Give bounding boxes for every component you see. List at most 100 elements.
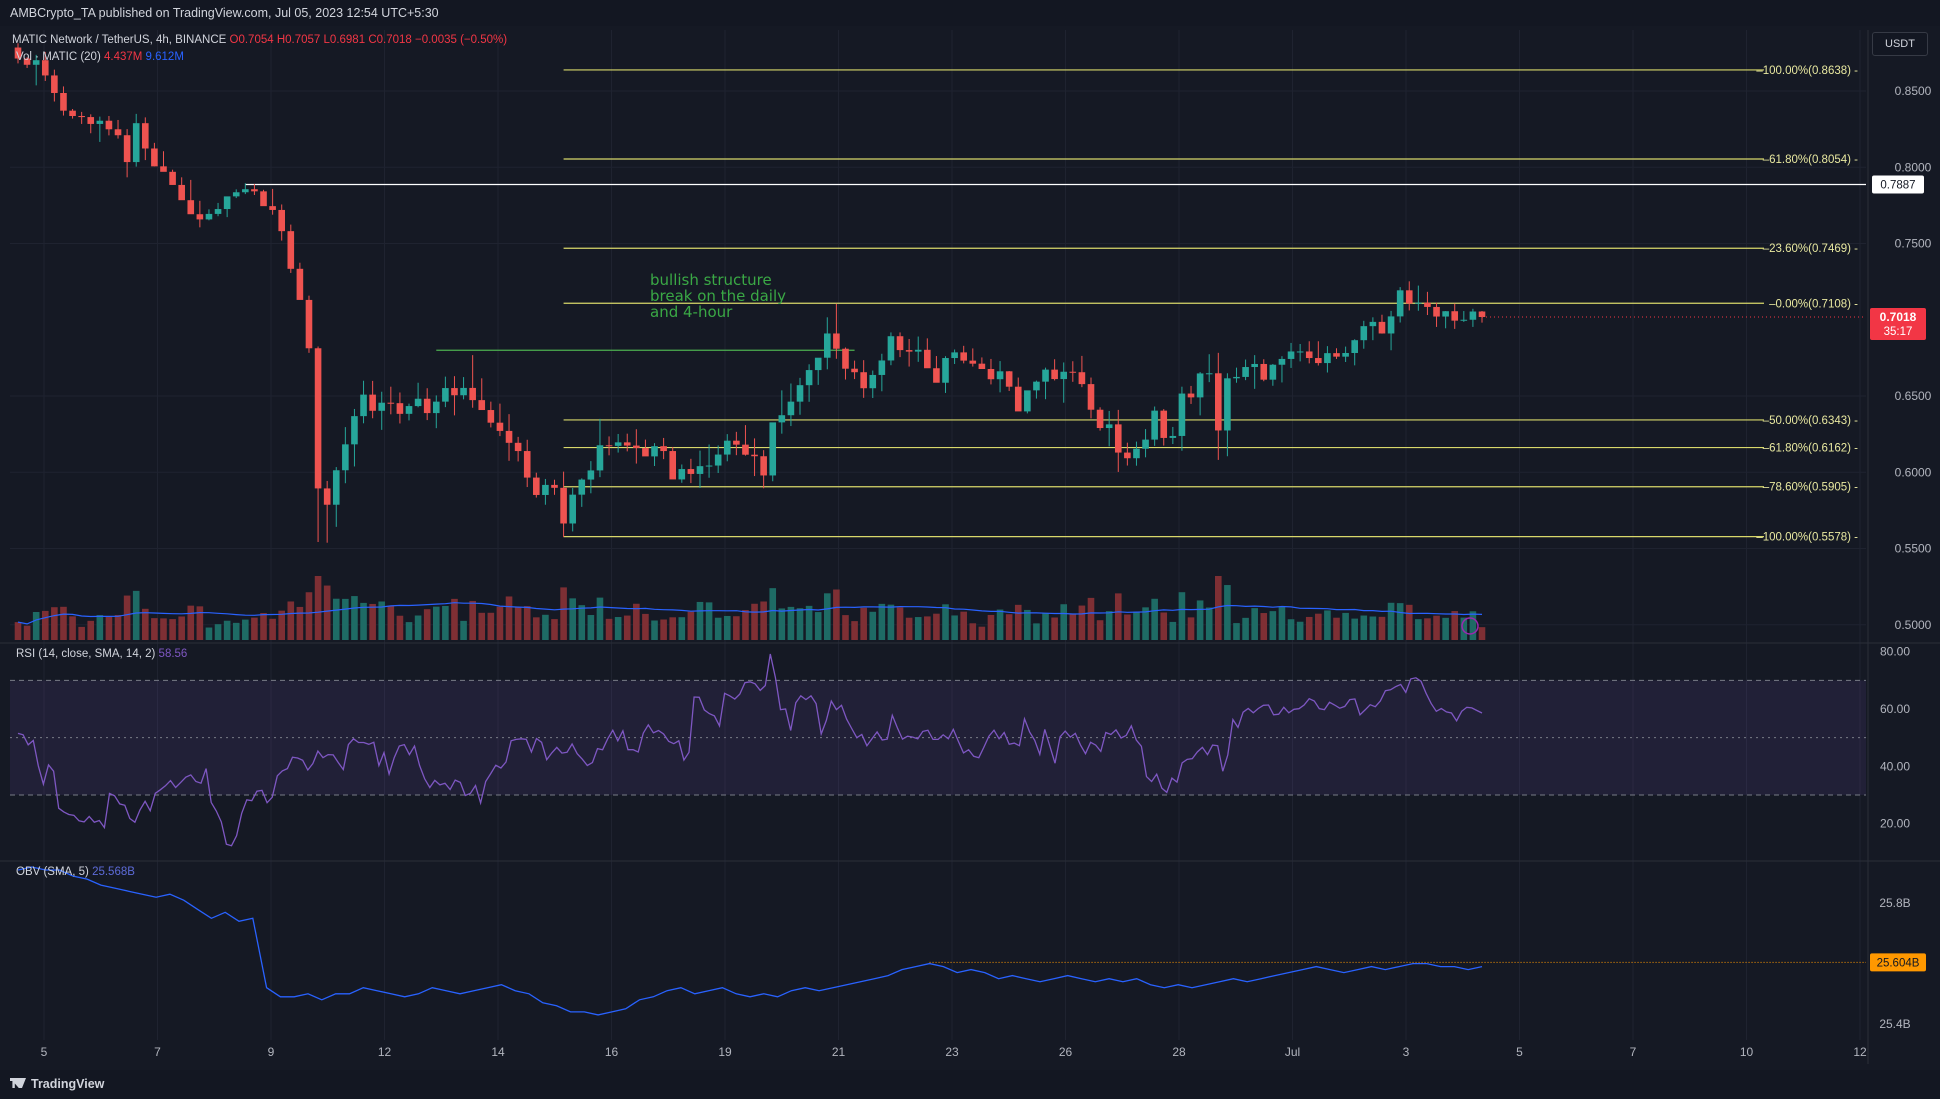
time-axis-label: 12 bbox=[378, 1045, 392, 1059]
time-axis-label: 26 bbox=[1059, 1045, 1073, 1059]
volume-bar bbox=[1360, 615, 1368, 640]
candle-body bbox=[1096, 409, 1104, 429]
candle-body bbox=[496, 422, 504, 431]
volume-bar bbox=[369, 603, 376, 640]
volume-bar bbox=[1005, 614, 1013, 640]
time-axis-label: 7 bbox=[154, 1045, 161, 1059]
candle-body bbox=[1378, 321, 1386, 334]
candle-body bbox=[105, 120, 113, 130]
volume-bar bbox=[987, 614, 995, 640]
tradingview-logo[interactable]: TradingView bbox=[10, 1077, 104, 1091]
volume-bar bbox=[823, 593, 831, 640]
volume-bar bbox=[1269, 611, 1277, 640]
candle-body bbox=[1114, 424, 1122, 453]
volume-bar bbox=[178, 616, 185, 640]
candle-body bbox=[996, 371, 1004, 380]
symbol-legend: MATIC Network / TetherUS, 4h, BINANCE O0… bbox=[12, 34, 507, 46]
candle-body bbox=[805, 370, 813, 386]
volume-bar bbox=[405, 622, 413, 640]
candle-body bbox=[1196, 373, 1204, 398]
volume-bar bbox=[1342, 612, 1349, 640]
candle-body bbox=[132, 123, 140, 163]
volume-bar bbox=[287, 601, 295, 640]
fib-level-label: –61.80%(0.8054) - bbox=[1763, 154, 1858, 166]
time-axis-label: 23 bbox=[945, 1045, 959, 1059]
candle-body bbox=[1324, 353, 1331, 364]
ohlc-close: C0.7018 bbox=[368, 34, 412, 46]
volume-bar bbox=[960, 611, 967, 640]
volume-bar bbox=[1051, 617, 1058, 640]
rsi-axis-label: 20.00 bbox=[1880, 817, 1910, 831]
volume-bar bbox=[860, 607, 867, 640]
volume-bar bbox=[323, 585, 331, 640]
volume-bar bbox=[1369, 616, 1377, 640]
obv-label[interactable]: OBV (SMA, 5) bbox=[16, 866, 89, 878]
volume-bar bbox=[1405, 604, 1413, 640]
volume-bar bbox=[496, 606, 504, 640]
volume-bar bbox=[942, 604, 949, 640]
obv-axis-label: 25.4B bbox=[1879, 1017, 1910, 1031]
candle-body bbox=[723, 440, 731, 455]
time-axis-label: 16 bbox=[605, 1045, 619, 1059]
candle-body bbox=[151, 148, 158, 167]
candle-body bbox=[423, 398, 431, 414]
candle-body bbox=[942, 358, 949, 383]
candle-body bbox=[378, 402, 386, 411]
annotation-line-2: break on the daily bbox=[650, 287, 786, 305]
candle-body bbox=[460, 387, 467, 396]
candle-body bbox=[1160, 410, 1168, 438]
fib-level-label: –61.80%(0.6162) - bbox=[1763, 443, 1858, 455]
candle-body bbox=[823, 333, 831, 358]
price-tag-countdown: 35:17 bbox=[1884, 326, 1913, 338]
candle-body bbox=[14, 47, 22, 59]
candle-body bbox=[987, 369, 995, 380]
replay-icon bbox=[1461, 617, 1479, 635]
time-axis-label: 7 bbox=[1630, 1045, 1637, 1059]
candle-body bbox=[896, 336, 904, 351]
volume-bar bbox=[605, 618, 613, 640]
candle-body bbox=[796, 385, 804, 402]
rsi-band-fill bbox=[10, 680, 1866, 795]
candle-body bbox=[951, 352, 958, 359]
rsi-label[interactable]: RSI (14, close, SMA, 14, 2) bbox=[16, 648, 156, 660]
volume-bar bbox=[933, 613, 940, 640]
candle-body bbox=[523, 451, 531, 478]
candle-body bbox=[1205, 373, 1213, 375]
candle-body bbox=[1142, 439, 1149, 449]
volume-bar bbox=[1224, 585, 1231, 640]
candle-body bbox=[1069, 371, 1077, 373]
volume-bar bbox=[542, 614, 549, 640]
candle-body bbox=[451, 388, 458, 396]
volume-bar bbox=[242, 619, 249, 640]
candle-body bbox=[323, 488, 331, 505]
candle-body bbox=[1396, 290, 1404, 317]
candle-body bbox=[787, 401, 795, 416]
volume-bar bbox=[651, 620, 658, 640]
volume-bar bbox=[1396, 603, 1404, 640]
volume-label[interactable]: Vol · MATIC (20) bbox=[16, 51, 101, 63]
obv-tag-bg bbox=[1870, 953, 1926, 972]
volume-bar bbox=[924, 616, 931, 640]
volume-bar bbox=[842, 615, 849, 640]
price-axis-label: 0.8000 bbox=[1895, 160, 1932, 174]
volume-value: 4.437M bbox=[103, 51, 143, 63]
ohlc-high: H0.7057 bbox=[276, 34, 321, 46]
volume-bar bbox=[1133, 611, 1140, 640]
candle-body bbox=[114, 129, 122, 136]
candle-body bbox=[1460, 319, 1468, 321]
tradingview-logo-icon bbox=[10, 1078, 26, 1088]
volume-bar bbox=[51, 607, 58, 640]
volume-bar bbox=[132, 590, 140, 640]
candle-body bbox=[1251, 363, 1258, 368]
candle-body bbox=[1014, 386, 1022, 412]
volume-bar bbox=[696, 601, 704, 640]
price-axis-label: 0.7500 bbox=[1895, 237, 1932, 251]
volume-bar bbox=[1078, 605, 1086, 640]
symbol-name[interactable]: MATIC Network / TetherUS, 4h, BINANCE bbox=[12, 34, 227, 46]
volume-bar bbox=[723, 615, 731, 640]
price-tag-value: 0.7018 bbox=[1880, 310, 1917, 324]
candle-body bbox=[642, 448, 649, 457]
obv-tag-text: 25.604B bbox=[1877, 957, 1920, 969]
currency-button[interactable]: USDT bbox=[1872, 32, 1928, 56]
